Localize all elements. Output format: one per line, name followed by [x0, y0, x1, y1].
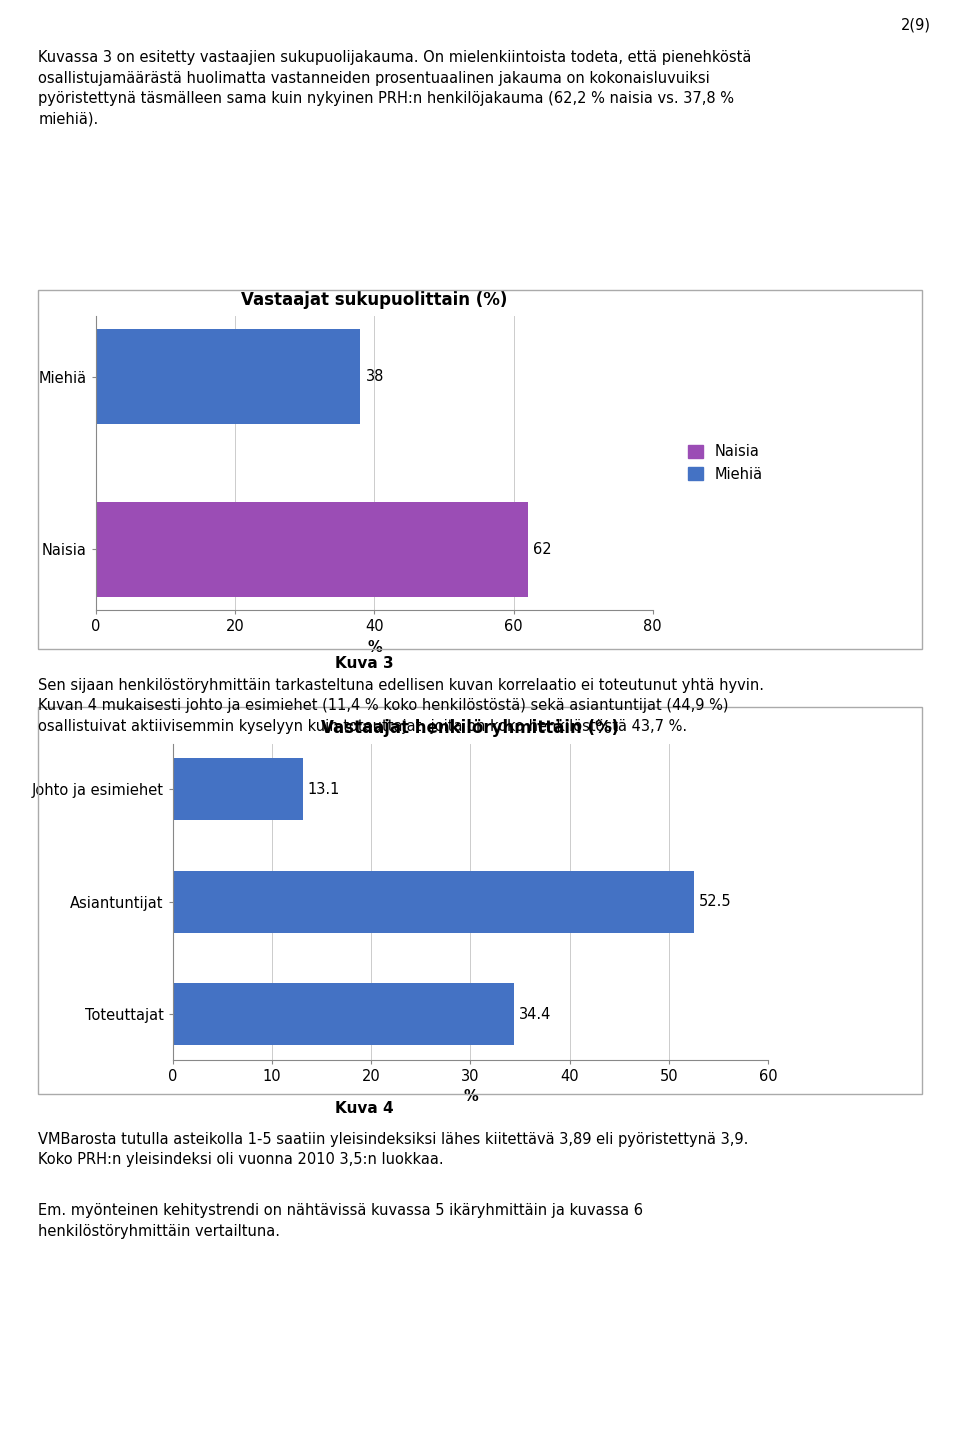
Text: 2(9): 2(9) [901, 17, 931, 32]
Text: 34.4: 34.4 [519, 1007, 551, 1022]
Text: Sen sijaan henkilöstöryhmittäin tarkasteltuna edellisen kuvan korrelaatio ei tot: Sen sijaan henkilöstöryhmittäin tarkaste… [38, 678, 764, 734]
Text: Kuva 3: Kuva 3 [335, 656, 395, 671]
Title: Vastaajat henkilöryhmittäin (%): Vastaajat henkilöryhmittäin (%) [322, 719, 619, 737]
Text: 38: 38 [366, 369, 384, 385]
X-axis label: %: % [367, 640, 382, 655]
Bar [173, 758, 302, 820]
Text: Em. myönteinen kehitystrendi on nähtävissä kuvassa 5 ikäryhmittäin ja kuvassa 6
: Em. myönteinen kehitystrendi on nähtävis… [38, 1203, 643, 1239]
Text: Kuvassa 3 on esitetty vastaajien sukupuolijakauma. On mielenkiintoista todeta, e: Kuvassa 3 on esitetty vastaajien sukupuo… [38, 50, 752, 126]
X-axis label: %: % [463, 1090, 478, 1104]
Text: 13.1: 13.1 [308, 781, 340, 797]
Bar [173, 870, 693, 933]
Text: 62: 62 [533, 541, 552, 557]
Text: Kuva 4: Kuva 4 [335, 1101, 395, 1116]
Bar [96, 503, 528, 597]
Text: VMBarosta tutulla asteikolla 1-5 saatiin yleisindeksiksi lähes kiitettävä 3,89 e: VMBarosta tutulla asteikolla 1-5 saatiin… [38, 1132, 749, 1167]
Bar [173, 984, 514, 1045]
Bar [96, 329, 361, 424]
Title: Vastaajat sukupuolittain (%): Vastaajat sukupuolittain (%) [241, 292, 508, 309]
Legend: Naisia, Miehiä: Naisia, Miehiä [688, 445, 762, 481]
Text: 52.5: 52.5 [699, 895, 732, 909]
